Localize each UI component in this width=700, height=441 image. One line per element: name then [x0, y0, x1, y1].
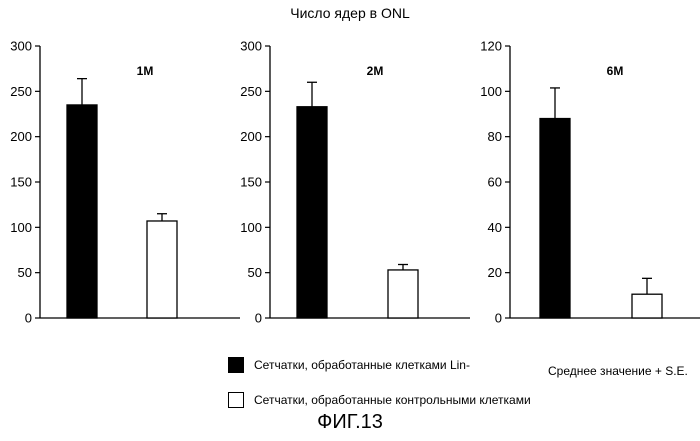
chart-2-bar-1 [297, 107, 327, 318]
chart-3-y-tick-label: 120 [480, 39, 502, 54]
chart-1-bar-2 [147, 221, 177, 318]
chart-2-y-tick-label: 50 [248, 265, 262, 280]
legend-item-lin: Сетчатки, обработанные клетками Lin- [228, 355, 470, 375]
legend-swatch-white [228, 392, 244, 408]
chart-3-bar-2 [632, 294, 662, 318]
chart-1-y-tick-label: 50 [18, 265, 32, 280]
chart-3-y-tick-label: 80 [488, 129, 502, 144]
chart-3-y-tick-label: 40 [488, 220, 502, 235]
legend-swatch-black [228, 357, 244, 373]
chart-2-y-tick-label: 200 [240, 129, 262, 144]
se-note: Среднее значение + S.E. [548, 364, 688, 378]
chart-1-y-tick-label: 250 [10, 84, 32, 99]
chart-1-y-tick-label: 300 [10, 39, 32, 54]
chart-2-y-tick-label: 100 [240, 220, 262, 235]
chart-2-y-tick-label: 0 [255, 311, 262, 326]
chart-2-bar-2 [388, 270, 418, 318]
chart-3-y-tick-label: 0 [495, 311, 502, 326]
chart-3-title: 6M [607, 64, 624, 78]
chart-1-bar-1 [67, 105, 97, 318]
chart-2-y-tick-label: 300 [240, 39, 262, 54]
chart-3-bar-1 [540, 119, 570, 318]
chart-2-y-tick-label: 250 [240, 84, 262, 99]
chart-1-y-tick-label: 0 [25, 311, 32, 326]
chart-3-y-tick-label: 60 [488, 175, 502, 190]
legend-label-lin: Сетчатки, обработанные клетками Lin- [254, 358, 470, 372]
legend-item-control: Сетчатки, обработанные контрольными клет… [228, 390, 531, 410]
chart-1-y-tick-label: 200 [10, 129, 32, 144]
chart-3-y-tick-label: 20 [488, 265, 502, 280]
chart-1-y-tick-label: 150 [10, 175, 32, 190]
figure-label: ФИГ.13 [0, 411, 700, 434]
chart-1-title: 1M [137, 64, 154, 78]
chart-2-y-tick-label: 150 [240, 175, 262, 190]
chart-1-y-tick-label: 100 [10, 220, 32, 235]
chart-2-title: 2M [367, 64, 384, 78]
legend-label-control: Сетчатки, обработанные контрольными клет… [254, 393, 531, 407]
chart-3-y-tick-label: 100 [480, 84, 502, 99]
